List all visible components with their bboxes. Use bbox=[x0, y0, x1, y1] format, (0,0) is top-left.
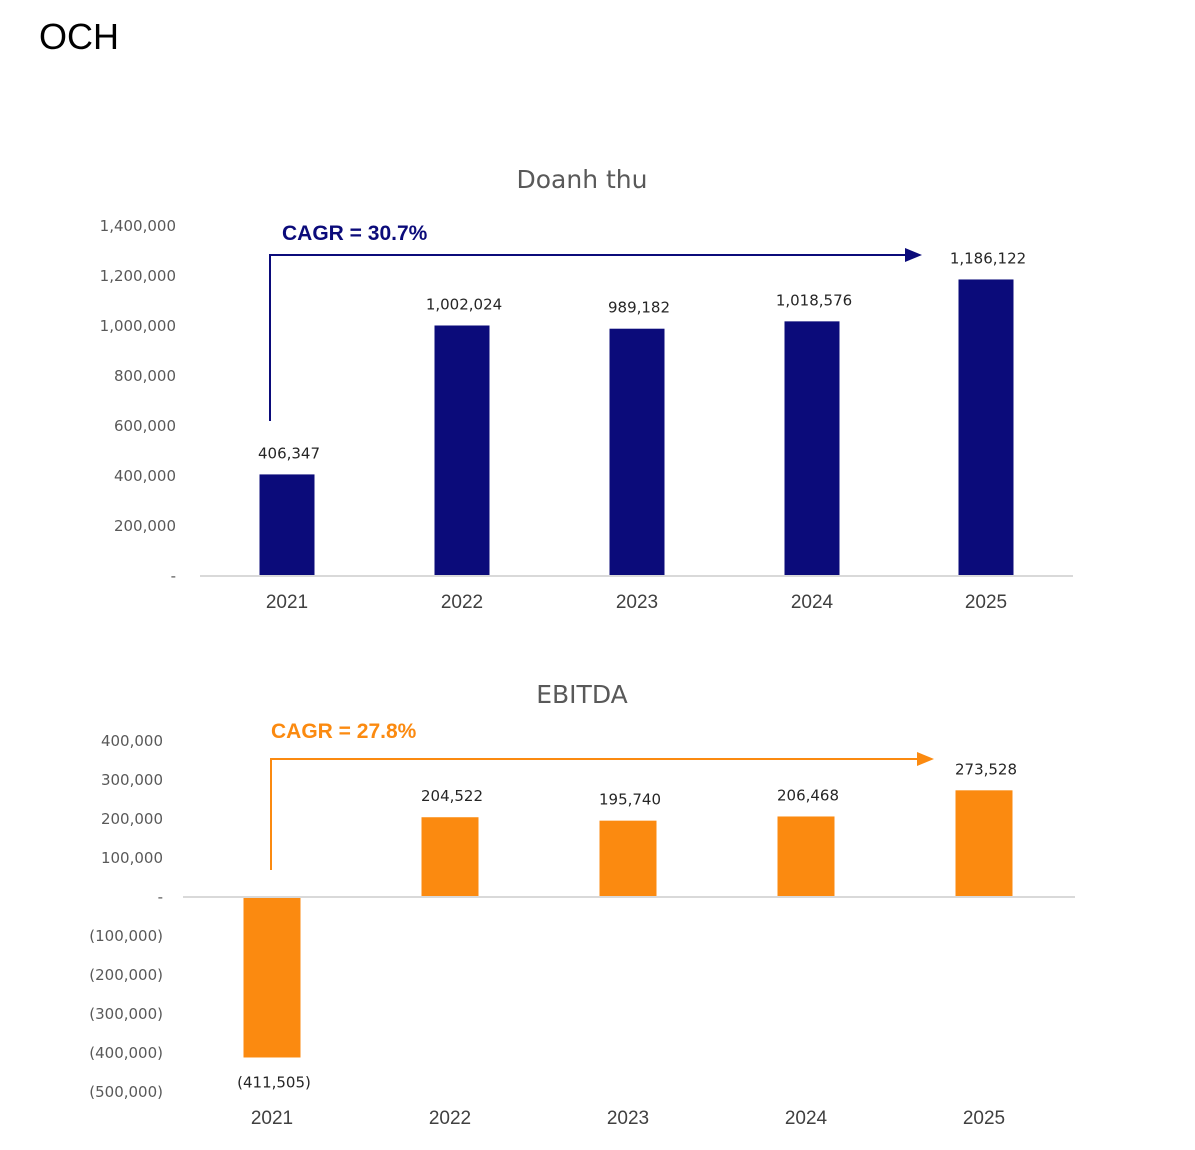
bar-2024 bbox=[777, 816, 835, 897]
data-label: 206,468 bbox=[777, 786, 839, 804]
cagr-annotation: CAGR = 30.7% bbox=[282, 222, 428, 245]
bar-2025 bbox=[955, 790, 1013, 897]
y-tick-label: (200,000) bbox=[89, 966, 163, 984]
bar-2025 bbox=[958, 279, 1014, 576]
bar-2021 bbox=[243, 897, 301, 1058]
y-tick-label: 200,000 bbox=[114, 517, 176, 535]
data-label: 1,002,024 bbox=[426, 295, 502, 313]
x-tick-label: 2023 bbox=[607, 1108, 649, 1129]
x-tick-label: 2022 bbox=[429, 1108, 471, 1129]
y-tick-label: (400,000) bbox=[89, 1044, 163, 1062]
cagr-arrow-line bbox=[269, 254, 906, 421]
arrow-head-icon bbox=[917, 752, 934, 766]
data-label: 989,182 bbox=[608, 299, 670, 317]
x-tick-label: 2024 bbox=[785, 1108, 828, 1129]
bar-2023 bbox=[599, 820, 657, 897]
x-tick-label: 2025 bbox=[965, 592, 1007, 613]
x-tick-label: 2025 bbox=[963, 1108, 1005, 1129]
y-tick-label: 400,000 bbox=[101, 732, 163, 750]
data-label: 204,522 bbox=[421, 787, 483, 805]
y-tick-label: (300,000) bbox=[89, 1005, 163, 1023]
data-label: 1,186,122 bbox=[950, 249, 1026, 267]
page-title: OCH bbox=[39, 16, 119, 57]
x-tick-label: 2021 bbox=[266, 592, 308, 613]
chart-title: Doanh thu bbox=[517, 165, 648, 194]
y-tick-label: - bbox=[158, 888, 163, 906]
x-tick-label: 2022 bbox=[441, 592, 483, 613]
y-tick-label: 1,400,000 bbox=[100, 217, 176, 235]
data-label: 1,018,576 bbox=[776, 291, 852, 309]
bar-2022 bbox=[434, 325, 490, 576]
cagr-annotation: CAGR = 27.8% bbox=[271, 720, 417, 743]
y-tick-label: 400,000 bbox=[114, 467, 176, 485]
y-tick-label: 1,000,000 bbox=[100, 317, 176, 335]
data-label: 195,740 bbox=[599, 791, 661, 809]
bar-2021 bbox=[259, 474, 315, 576]
bar-2022 bbox=[421, 817, 479, 897]
data-label: (411,505) bbox=[237, 1073, 311, 1091]
data-label: 273,528 bbox=[955, 760, 1017, 778]
arrow-head-icon bbox=[905, 248, 922, 262]
y-tick-label: 800,000 bbox=[114, 367, 176, 385]
bar-2024 bbox=[784, 321, 840, 576]
y-tick-label: 300,000 bbox=[101, 771, 163, 789]
x-tick-label: 2021 bbox=[251, 1108, 293, 1129]
y-tick-label: 100,000 bbox=[101, 849, 163, 867]
chart-title: EBITDA bbox=[536, 680, 628, 709]
bar-2023 bbox=[609, 328, 665, 576]
y-tick-label: 1,200,000 bbox=[100, 267, 176, 285]
y-tick-label: (500,000) bbox=[89, 1083, 163, 1101]
x-tick-label: 2024 bbox=[791, 592, 834, 613]
y-tick-label: - bbox=[171, 567, 176, 585]
y-tick-label: (100,000) bbox=[89, 927, 163, 945]
y-tick-label: 200,000 bbox=[101, 810, 163, 828]
data-label: 406,347 bbox=[258, 444, 320, 462]
x-tick-label: 2023 bbox=[616, 592, 658, 613]
y-tick-label: 600,000 bbox=[114, 417, 176, 435]
cagr-arrow-line bbox=[270, 758, 918, 870]
